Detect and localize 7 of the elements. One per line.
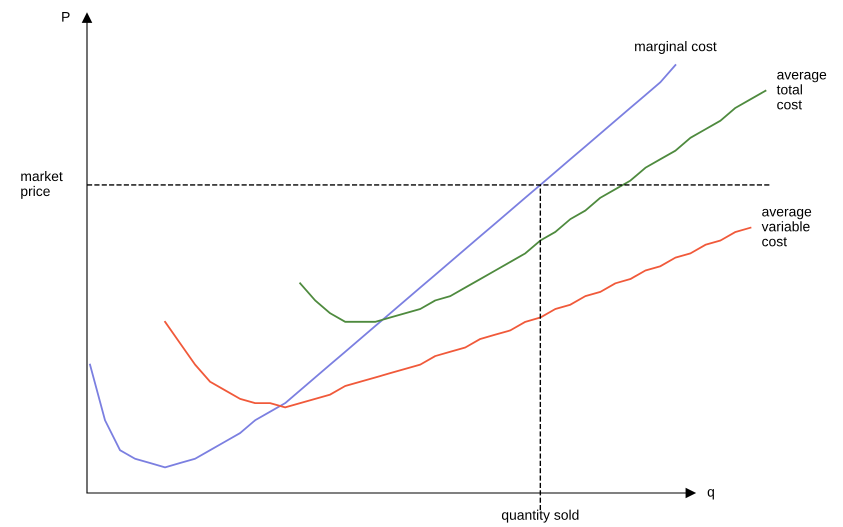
y-axis-title: P xyxy=(62,12,70,22)
series-label: marginal cost xyxy=(635,41,717,54)
series-label: average variable cost xyxy=(762,208,812,246)
x-axis-title: q xyxy=(708,489,714,500)
series-label: average total cost xyxy=(776,72,826,110)
text: quantity sold xyxy=(502,510,578,523)
ref-line-label: market price xyxy=(21,170,63,199)
